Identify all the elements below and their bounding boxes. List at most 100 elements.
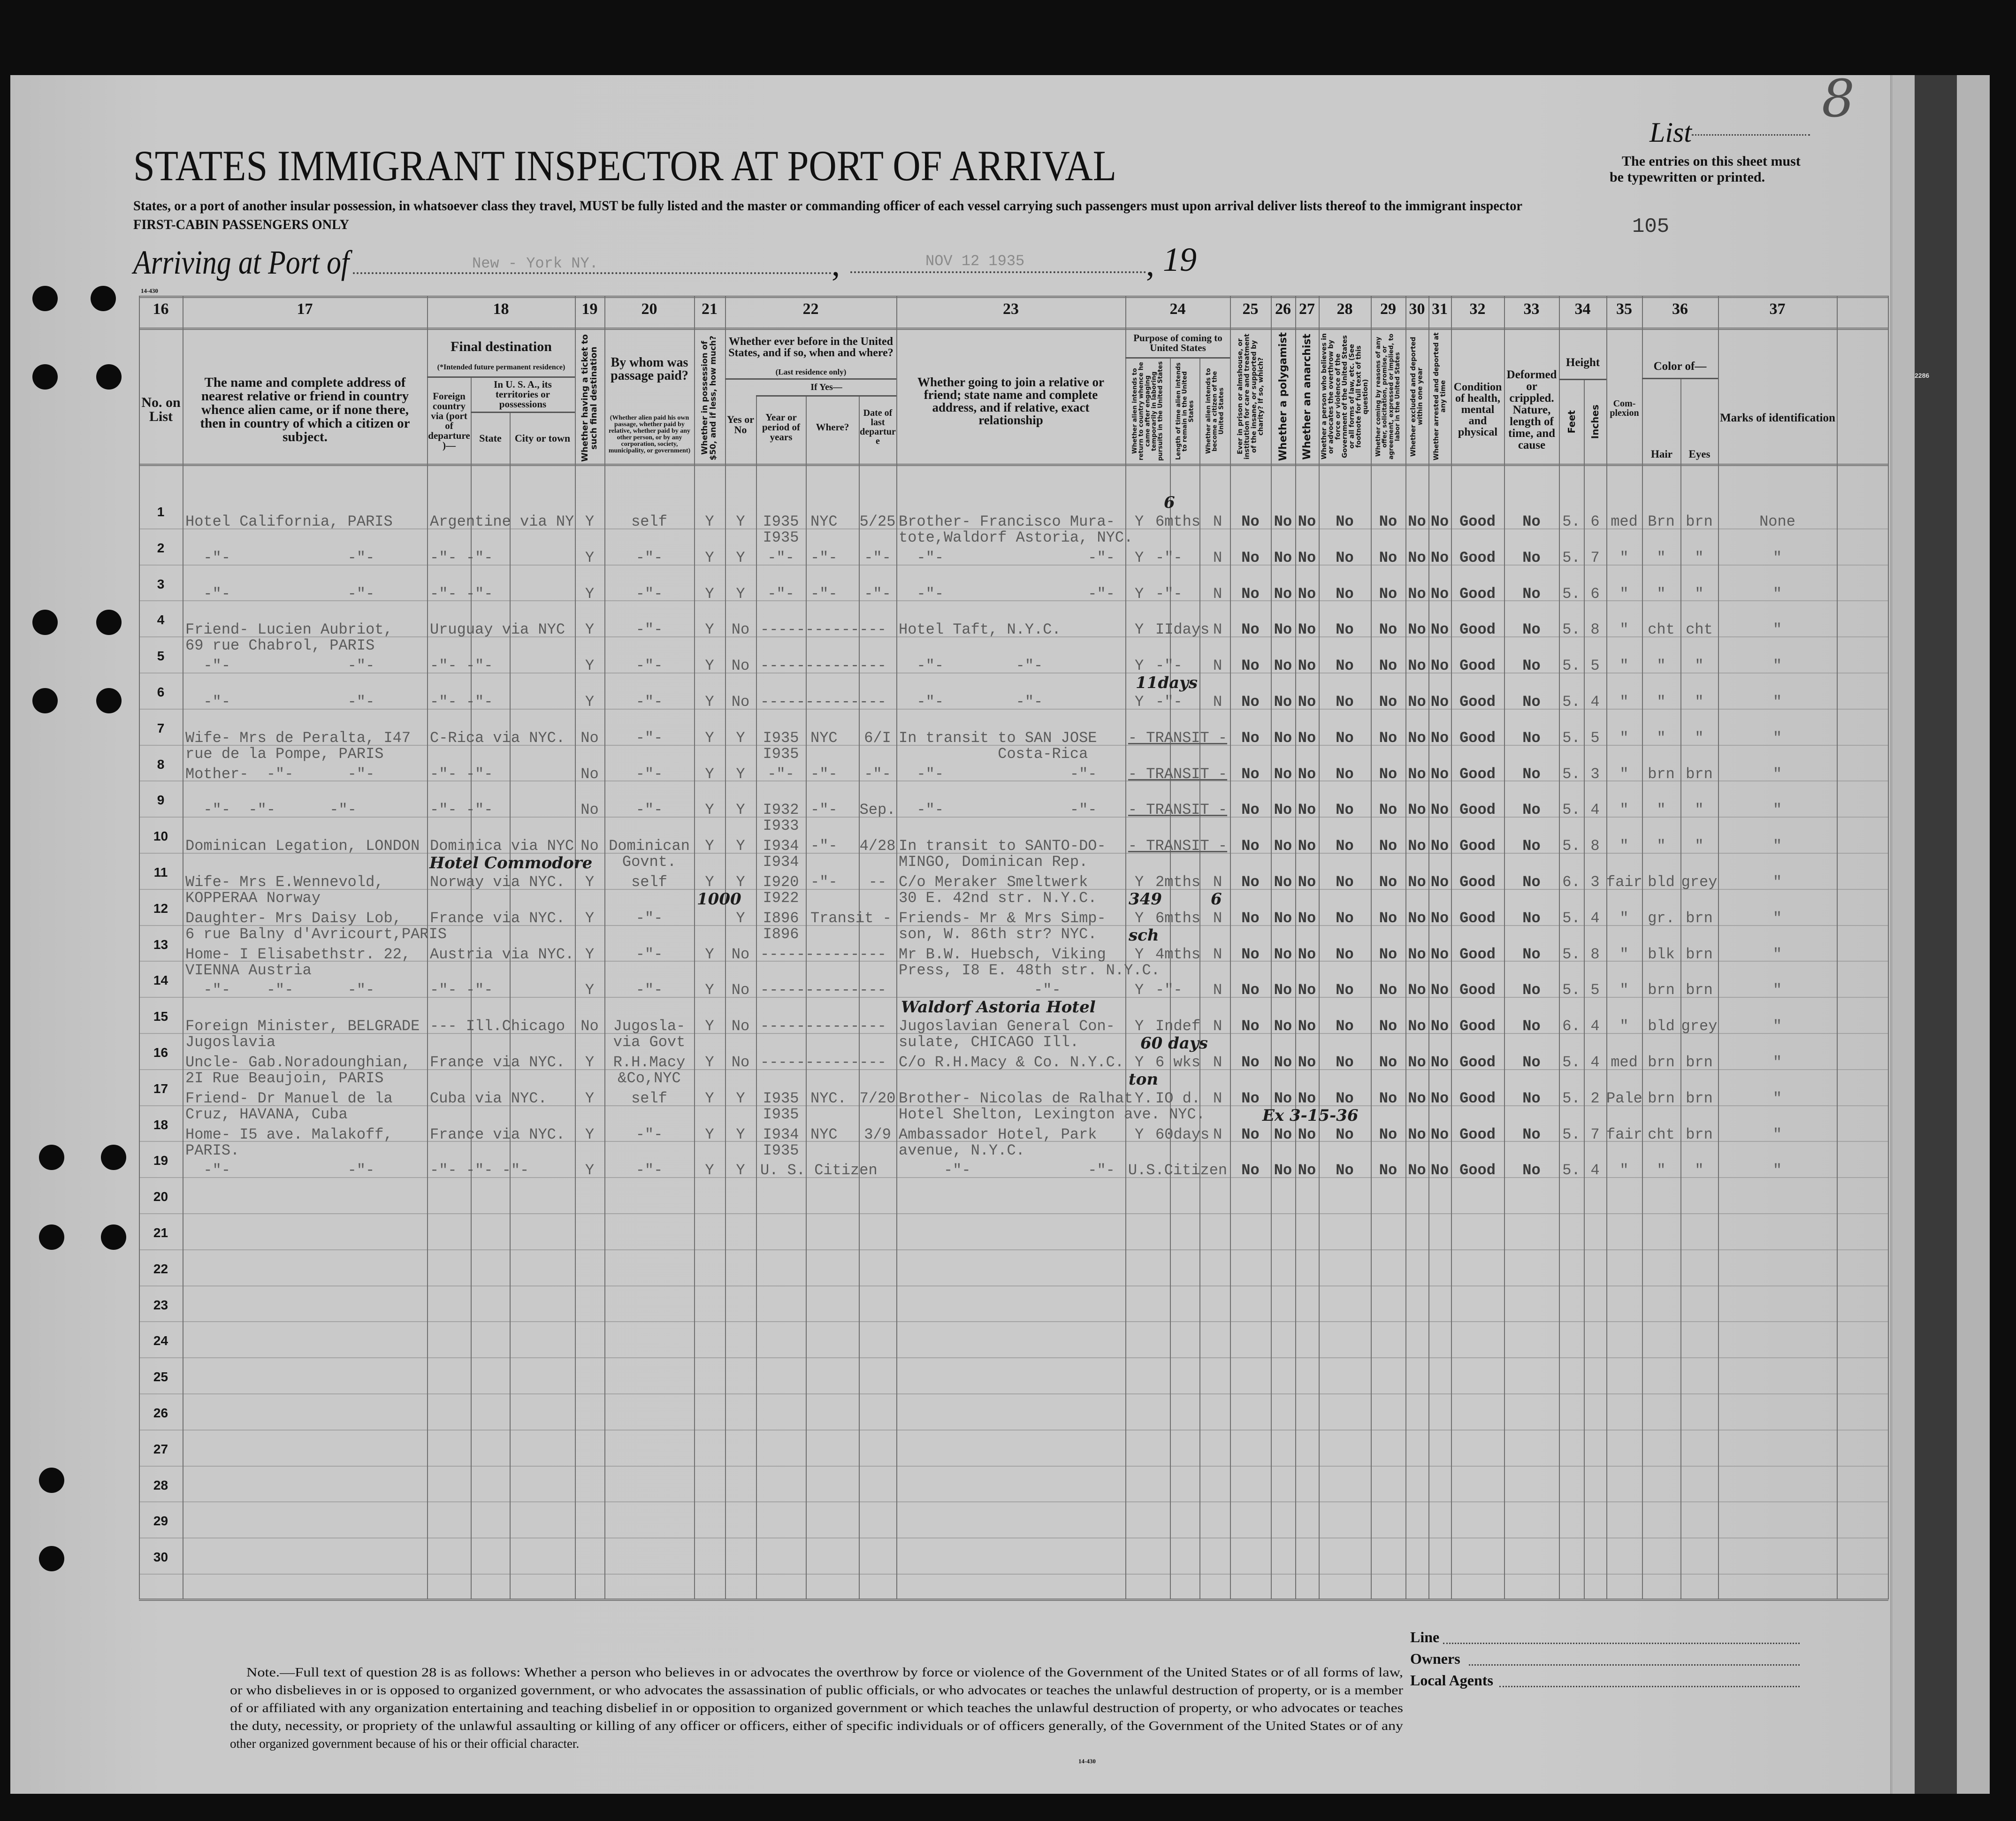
header-text: Yes or No — [726, 413, 755, 436]
handwritten-row1-length: 6 — [1164, 493, 1175, 512]
handwritten-row17-hotel: ton — [1129, 1070, 1159, 1089]
column-number: 28 — [1336, 300, 1353, 318]
cell-eyes: brn — [1686, 946, 1713, 963]
cell-inches: 4 — [1590, 1018, 1600, 1035]
header-h22-where: Where? — [807, 399, 858, 455]
cell-q31: No — [1430, 1090, 1449, 1107]
cell-q25: No — [1241, 1054, 1260, 1071]
list-dotted-line — [1692, 134, 1810, 136]
cell-q29: No — [1379, 1018, 1397, 1035]
cell-year-line: I934 — [763, 1126, 799, 1143]
cell-q27: No — [1298, 873, 1316, 891]
column-number: 34 — [1574, 300, 1591, 318]
cell-c21: Y — [705, 1126, 714, 1143]
cell-l24b: -"- — [1155, 657, 1183, 674]
cell-q30: No — [1408, 910, 1426, 927]
cell-c18: Cuba via NYC. — [430, 1090, 547, 1107]
column-line — [1606, 296, 1607, 1599]
row-line — [139, 817, 1888, 818]
cell-l24b: IIdays — [1155, 621, 1210, 638]
cell-where: -"- — [810, 873, 838, 891]
cell-hair: brn — [1648, 765, 1675, 783]
cell-where: NYC. — [810, 1090, 847, 1107]
header-text: No. on List — [141, 395, 181, 424]
header-h34: Height — [1560, 347, 1606, 377]
cell-c18: Norway via NYC. — [430, 873, 565, 891]
header-text: Color of— — [1653, 360, 1707, 373]
cell-deformed: No — [1522, 946, 1541, 963]
cell-marks: " — [1772, 1054, 1782, 1071]
cell-eyes: brn — [1686, 1126, 1713, 1143]
row-number: 7 — [157, 721, 165, 735]
cell-complexion: " — [1619, 837, 1629, 855]
header-h30: Whether excluded and deported within one… — [1406, 331, 1428, 462]
cell-c23-line: Mr B.W. Huebsch, Viking — [899, 946, 1106, 963]
cell-eyes: brn — [1686, 1090, 1713, 1107]
cell-date: 7/20 — [859, 1090, 896, 1107]
cell-date: -"- — [864, 549, 891, 566]
cell-q25: No — [1241, 1018, 1260, 1035]
cell-complexion: Pale — [1606, 1090, 1642, 1107]
cell-l24b: -"- — [1155, 549, 1183, 566]
cell-where: -"- — [810, 837, 838, 855]
cell-c19: Y — [585, 657, 595, 674]
cell-deformed: No — [1522, 1090, 1541, 1107]
cell-q29: No — [1379, 873, 1397, 891]
cell-q30: No — [1408, 837, 1426, 855]
cell-inches: 5 — [1590, 729, 1600, 747]
cell-complexion: fair — [1606, 1126, 1642, 1143]
row-number: 11 — [153, 865, 168, 880]
column-line — [1559, 296, 1560, 1599]
row-number: 12 — [153, 901, 168, 916]
cell-deformed: No — [1522, 1018, 1541, 1035]
cell-q31: No — [1430, 801, 1449, 819]
cell-complexion: " — [1619, 621, 1629, 638]
cell-span22: -------------- — [760, 657, 886, 674]
cell-marks: None — [1759, 513, 1795, 530]
cell-c19: Y — [585, 585, 595, 603]
cell-feet: 6. — [1562, 873, 1581, 891]
cell-feet: 5. — [1562, 549, 1581, 566]
cell-q29: No — [1379, 513, 1397, 530]
row-line — [139, 853, 1888, 854]
cell-year-line: -"- — [767, 585, 794, 603]
cell-eyes: brn — [1686, 1054, 1713, 1071]
cell-c17-line: -"- -"- — [185, 549, 375, 566]
cell-q29: No — [1379, 1090, 1397, 1107]
cell-c20-line: -"- — [635, 1126, 663, 1143]
cell-span22: -------------- — [760, 981, 886, 999]
row-line — [139, 889, 1888, 890]
cell-q31: No — [1430, 549, 1449, 566]
column-line — [1451, 296, 1452, 1599]
cell-c23-line: MINGO, Dominican Rep. — [899, 853, 1088, 871]
footnote-line-wrap: the duty, necessity, or propriety of the… — [230, 1719, 1403, 1733]
cell-c17-line: 6 rue Balny d'Avricourt,PARIS — [185, 926, 447, 943]
cell-q29: No — [1379, 910, 1397, 927]
column-line — [756, 395, 757, 1599]
column-line — [1271, 296, 1272, 1599]
cell-c20-line: Govnt. — [622, 853, 677, 871]
cell-q26: No — [1274, 1054, 1292, 1071]
cell-c21: Y — [705, 981, 714, 999]
cell-inches: 4 — [1590, 1162, 1600, 1179]
cell-c23-line: son, W. 86th str? NYC. — [899, 926, 1097, 943]
cell-q28: No — [1336, 621, 1354, 638]
cell-hair: bld — [1648, 873, 1675, 891]
cell-marks: " — [1772, 910, 1782, 927]
cell-complexion: " — [1619, 585, 1629, 603]
cell-q31: No — [1430, 765, 1449, 783]
cell-c19: Y — [585, 513, 595, 530]
cell-eyes: " — [1695, 1162, 1704, 1179]
cell-q28: No — [1336, 1018, 1354, 1035]
header-h29: Whether coming by reasons of any offer, … — [1372, 331, 1405, 462]
cell-c18: -"- -"- — [430, 657, 493, 674]
cell-l24b: 60days — [1155, 1126, 1210, 1143]
cell-eyes: grey — [1681, 873, 1718, 891]
cell-q30: No — [1408, 1162, 1426, 1179]
cell-c19: Y — [585, 981, 595, 999]
cell-q26: No — [1274, 981, 1292, 999]
owners-label: Owners — [1410, 1650, 1460, 1667]
column-number: 30 — [1409, 300, 1425, 318]
cell-q26: No — [1274, 910, 1292, 927]
row-number: 17 — [153, 1081, 168, 1096]
